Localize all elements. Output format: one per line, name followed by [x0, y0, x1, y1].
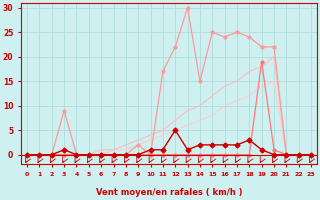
X-axis label: Vent moyen/en rafales ( km/h ): Vent moyen/en rafales ( km/h ) — [96, 188, 242, 197]
